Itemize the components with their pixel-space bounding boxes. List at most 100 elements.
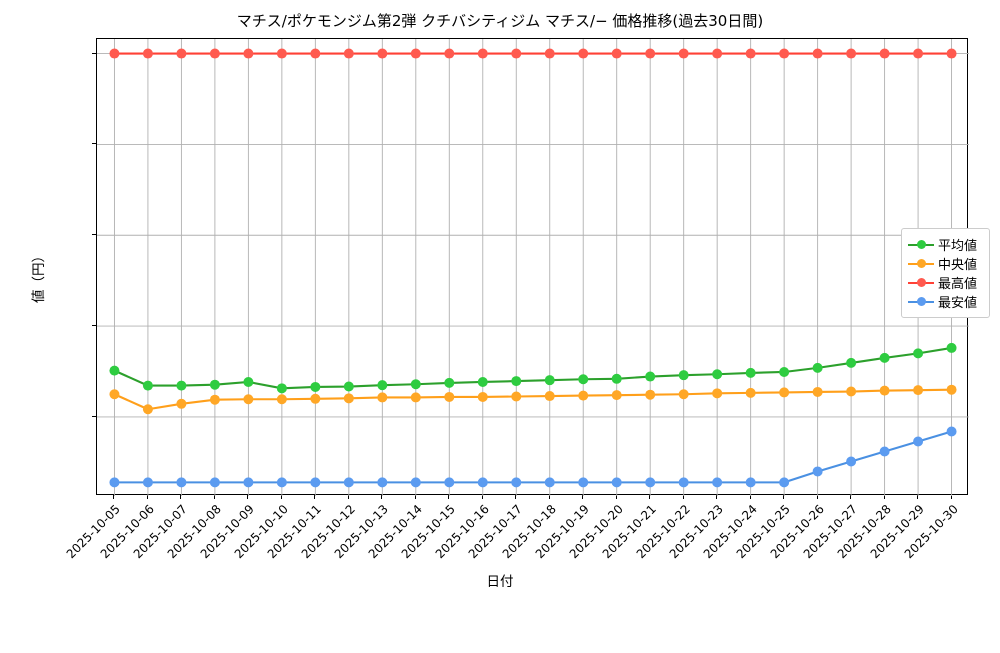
data-point [544, 477, 555, 488]
data-point [745, 48, 756, 59]
x-tick-mark [682, 495, 684, 499]
chart-legend[interactable]: 平均値 中央値 最高値 最安値 [901, 228, 990, 318]
x-tick-mark [314, 495, 316, 499]
data-point [511, 376, 522, 387]
data-point [745, 387, 756, 398]
data-point [410, 477, 421, 488]
legend-swatch-icon [908, 238, 934, 252]
data-point [779, 48, 790, 59]
data-series-layer [109, 48, 957, 488]
data-point [779, 366, 790, 377]
data-point [745, 477, 756, 488]
data-point [243, 394, 254, 405]
data-point [913, 348, 924, 359]
data-point [678, 48, 689, 59]
y-tick-mark [92, 415, 96, 417]
data-point [946, 384, 957, 395]
x-tick-mark [850, 495, 852, 499]
y-tick-mark [92, 234, 96, 236]
data-point [578, 48, 589, 59]
legend-swatch-icon [908, 257, 934, 271]
data-point [879, 446, 890, 457]
data-point [310, 477, 321, 488]
x-tick-mark [515, 495, 517, 499]
data-point [578, 374, 589, 385]
chart-title: マチス/ポケモンジム第2弾 クチバシティジム マチス/− 価格推移(過去30日間… [236, 12, 764, 30]
data-point [611, 390, 622, 401]
data-point [209, 48, 220, 59]
data-point [176, 48, 187, 59]
data-point [142, 48, 153, 59]
x-tick-mark [816, 495, 818, 499]
x-tick-mark [347, 495, 349, 499]
data-point [645, 389, 656, 400]
data-point [511, 477, 522, 488]
data-point [477, 376, 488, 387]
data-point [511, 48, 522, 59]
data-point [109, 48, 120, 59]
data-point [678, 370, 689, 381]
data-point [444, 477, 455, 488]
data-point [176, 380, 187, 391]
data-point [377, 392, 388, 403]
data-point [946, 342, 957, 353]
series-line-0 [113, 346, 953, 390]
data-point [310, 381, 321, 392]
legend-item-3[interactable]: 最安値 [908, 292, 982, 311]
data-point [410, 392, 421, 403]
data-point [276, 477, 287, 488]
data-point [846, 386, 857, 397]
data-point [779, 477, 790, 488]
x-tick-mark [180, 495, 182, 499]
legend-item-1[interactable]: 中央値 [908, 254, 982, 273]
data-point [846, 48, 857, 59]
data-point [276, 394, 287, 405]
data-point [678, 389, 689, 400]
legend-item-2[interactable]: 最高値 [908, 273, 982, 292]
data-point [142, 404, 153, 415]
x-tick-mark [883, 495, 885, 499]
legend-swatch-icon [908, 276, 934, 290]
data-point [611, 48, 622, 59]
data-point [343, 393, 354, 404]
x-tick-mark [548, 495, 550, 499]
x-tick-mark [917, 495, 919, 499]
x-tick-mark [649, 495, 651, 499]
data-point [477, 391, 488, 402]
data-point [477, 48, 488, 59]
x-tick-mark [280, 495, 282, 499]
data-point [243, 376, 254, 387]
x-tick-mark [414, 495, 416, 499]
data-point [779, 387, 790, 398]
data-point [511, 391, 522, 402]
data-point [377, 477, 388, 488]
data-point [310, 393, 321, 404]
plot-area [96, 38, 969, 496]
data-point [879, 352, 890, 363]
chart-figure: マチス/ポケモンジム第2弾 クチバシティジム マチス/− 価格推移(過去30日間… [31, 12, 990, 590]
data-point [913, 436, 924, 447]
data-point [913, 385, 924, 396]
data-point [946, 426, 957, 437]
data-point [444, 377, 455, 388]
data-point [343, 48, 354, 59]
data-point [243, 477, 254, 488]
data-point [611, 373, 622, 384]
data-point [645, 48, 656, 59]
data-point [109, 389, 120, 400]
data-point [209, 394, 220, 405]
legend-item-0[interactable]: 平均値 [908, 235, 982, 254]
data-point [879, 385, 890, 396]
data-point [142, 477, 153, 488]
data-point [176, 477, 187, 488]
data-point [712, 48, 723, 59]
data-point [209, 379, 220, 390]
x-tick-mark [113, 495, 115, 499]
x-tick-mark [749, 495, 751, 499]
y-axis-label: 値（円） [31, 249, 47, 303]
data-point [276, 48, 287, 59]
y-tick-mark [92, 143, 96, 145]
data-point [879, 48, 890, 59]
legend-label: 平均値 [938, 239, 978, 254]
data-point [712, 477, 723, 488]
